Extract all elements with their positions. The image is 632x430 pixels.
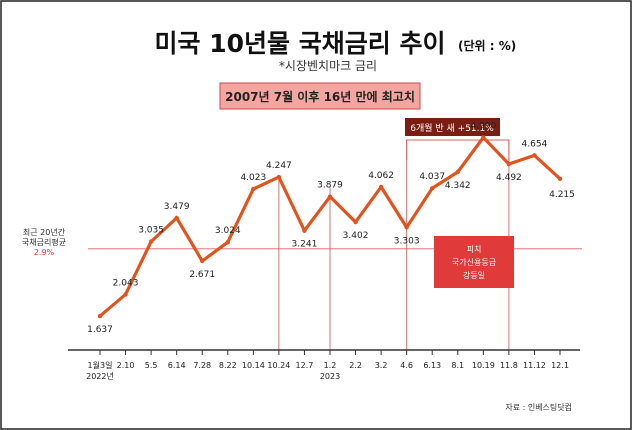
data-point	[148, 239, 154, 244]
value-label: 4.492	[496, 173, 522, 183]
data-point	[378, 184, 384, 190]
value-label: 3.879	[317, 181, 343, 191]
data-point	[557, 176, 563, 181]
value-labels: 1.637 2.043 3.035 3.479 2.671 3.024 4.0234.247…	[87, 121, 575, 335]
value-label: 4.342	[445, 181, 471, 191]
data-point	[174, 215, 179, 221]
x-tick-label: 10.19	[472, 361, 495, 370]
x-tick-label: 12.7	[296, 361, 314, 370]
callout-top-text: 6개월 반 새 +51.1%	[410, 122, 494, 134]
callout-red-line: 국가신용등급	[452, 258, 496, 267]
x-tick-label: 3.2	[375, 361, 388, 370]
callout-red-line: 강등일	[463, 270, 485, 280]
data-point	[200, 258, 205, 264]
data-point	[97, 313, 103, 319]
value-label: 2.671	[189, 270, 215, 280]
data-point	[353, 219, 358, 225]
value-label: 3.241	[292, 240, 318, 250]
x-tick-label: 8.22	[219, 361, 237, 370]
value-label: 3.303	[394, 236, 420, 246]
value-label: 4.023	[240, 173, 266, 183]
x-tick-label: 10.24	[267, 361, 290, 370]
x-tick-label: 6.13	[423, 361, 441, 370]
callout-top: 6개월 반 새 +51.1%	[405, 118, 510, 160]
value-label: 4.990	[470, 121, 496, 131]
x-tick-label: 6.14	[168, 361, 186, 370]
chart-title-unit: (단위 : %)	[458, 38, 516, 53]
value-label: 2.043	[113, 278, 139, 288]
data-point	[123, 292, 128, 297]
value-label: 3.035	[138, 226, 164, 236]
data-point	[481, 135, 486, 140]
x-tick-label: 2.2	[349, 361, 362, 370]
data-point	[506, 161, 512, 167]
x-tick-label: 11.8	[500, 361, 518, 370]
value-label: 4.215	[549, 190, 575, 200]
data-point	[430, 186, 435, 191]
data-point	[225, 240, 230, 245]
x-tick-label: 1월3일	[88, 360, 113, 370]
value-label: 4.037	[419, 172, 445, 182]
data-point	[302, 228, 307, 233]
x-tick-label: 11.12	[523, 361, 546, 370]
x-tick-label: 10.14	[242, 361, 265, 370]
value-label: 4.654	[522, 139, 548, 149]
x-tick-label: 5.5	[145, 361, 158, 370]
x-tick-label: 4.6	[400, 361, 413, 370]
value-label: 3.402	[343, 231, 369, 241]
data-point	[404, 225, 409, 230]
data-point	[327, 194, 333, 199]
source-note: 자료 : 인베스팅닷컴	[505, 402, 572, 412]
x-tick-sublabel: 2023	[320, 372, 340, 381]
data-point	[251, 186, 256, 192]
x-tick-label: 12.1	[551, 361, 569, 370]
value-label: 4.062	[368, 171, 394, 181]
banner-text: 2007년 7월 이후 16년 만에 최고치	[225, 89, 415, 104]
data-point	[532, 153, 537, 158]
value-label: 3.479	[164, 202, 190, 212]
x-tick-label: 1.2	[324, 361, 337, 370]
value-label: 1.637	[87, 325, 113, 335]
data-point	[455, 169, 460, 175]
reference-label-line: 국채금리평균	[22, 237, 66, 247]
value-label: 4.247	[266, 161, 292, 171]
value-label: 3.024	[215, 226, 241, 236]
data-point	[276, 174, 282, 180]
headline-banner: 2007년 7월 이후 16년 만에 최고치	[219, 82, 421, 110]
data-points	[97, 135, 563, 319]
x-tick-label: 8.1	[451, 361, 464, 370]
chart-title: 미국 10년물 국채금리 추이	[155, 29, 446, 58]
x-tick-label: 7.28	[193, 361, 211, 370]
reference-label-line: 2.9%	[34, 248, 55, 257]
reference-label: 최근 20년간 국채금리평균 2.9%	[22, 227, 66, 257]
callout-red-line: 피치	[467, 245, 482, 254]
chart-subtitle: *시장벤치마크 금리	[279, 59, 377, 73]
x-tick-sublabel: 2022년	[86, 371, 114, 381]
x-tick-label: 2.10	[117, 361, 135, 370]
reference-label-line: 최근 20년간	[23, 227, 66, 237]
